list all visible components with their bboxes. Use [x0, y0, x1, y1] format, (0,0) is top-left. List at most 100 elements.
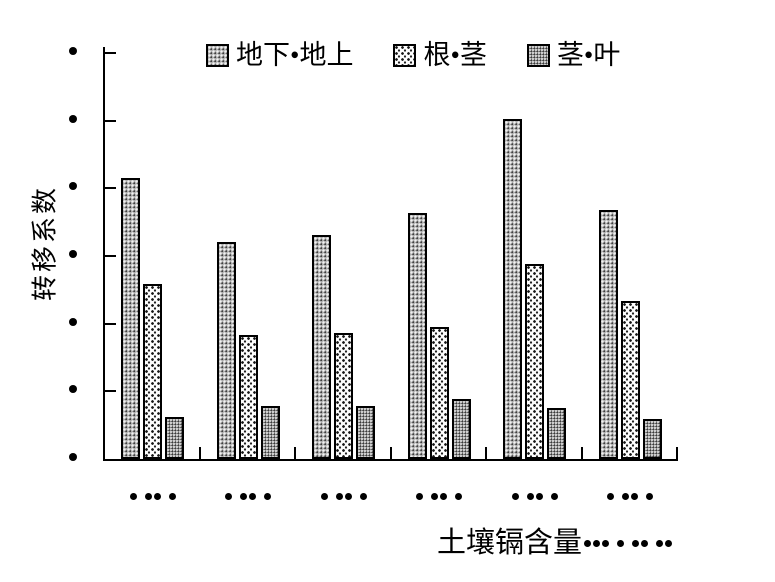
x-axis-title-dot	[602, 540, 610, 547]
y-axis-tick	[105, 52, 116, 54]
y-axis-tick-label-dot	[69, 47, 77, 55]
bar-series3-group5	[547, 408, 566, 459]
x-axis-title-text: 土壤镉含量	[437, 527, 583, 559]
y-axis-tick-label-dot	[69, 318, 77, 326]
category-label-dot	[249, 493, 256, 500]
dot-gap	[543, 496, 551, 497]
x-axis-tick	[581, 447, 583, 459]
legend-label-series2: 根•茎	[423, 40, 487, 70]
x-category-label	[208, 493, 288, 500]
dot-gap	[161, 496, 169, 497]
x-axis-title: 土壤镉含量	[437, 527, 673, 560]
category-label-dot	[145, 493, 152, 500]
dot-gap	[447, 496, 455, 497]
dot-gap	[624, 543, 632, 544]
y-axis-tick	[105, 323, 116, 325]
category-label-dot	[631, 493, 638, 500]
bar-series3-group1	[165, 417, 184, 459]
x-category-label	[304, 493, 384, 500]
dot-gap	[648, 543, 656, 544]
bar-series1-group3	[312, 235, 331, 459]
category-label-dot	[622, 493, 629, 500]
category-label-dot	[169, 493, 176, 500]
bar-series1-group6	[599, 210, 618, 459]
legend-item-series1: 地下•地上	[206, 42, 353, 69]
bar-series2-group6	[621, 301, 640, 459]
dot-gap	[609, 543, 617, 544]
x-axis-tick	[485, 447, 487, 459]
bar-series1-group1	[121, 178, 140, 459]
bar-series2-group5	[525, 264, 544, 459]
y-axis-tick-label-dot	[69, 182, 77, 190]
y-axis-tick-label-dot	[69, 385, 77, 393]
bar-series2-group2	[239, 335, 258, 459]
category-label-dot	[527, 493, 534, 500]
y-axis-tick-label-dot	[69, 250, 77, 258]
legend-swatch-white-stipple	[393, 44, 417, 67]
x-category-label	[399, 493, 479, 500]
x-category-label	[113, 493, 193, 500]
category-label-dot	[431, 493, 438, 500]
plot-area	[103, 47, 678, 461]
x-axis-title-dot	[665, 540, 673, 547]
y-axis-title: 转移系数	[30, 184, 60, 302]
bar-series3-group4	[452, 399, 471, 459]
bar-series2-group3	[334, 333, 353, 459]
category-label-dot	[336, 493, 343, 500]
category-label-dot	[264, 493, 271, 500]
x-axis-title-dot	[593, 540, 601, 547]
x-axis-tick	[294, 447, 296, 459]
x-axis-tick	[390, 447, 392, 459]
bar-series3-group6	[643, 419, 662, 459]
bar-series1-group4	[408, 213, 427, 459]
dot-gap	[638, 496, 646, 497]
x-axis-title-dot	[632, 540, 640, 547]
bar-series1-group2	[217, 242, 236, 459]
bar-series3-group2	[261, 406, 280, 459]
legend-item-series2: 根•茎	[393, 40, 487, 70]
x-axis-title-dot	[584, 540, 592, 547]
x-axis-tick	[676, 447, 678, 459]
category-label-dot	[536, 493, 543, 500]
y-axis-tick-label-dot	[69, 453, 77, 461]
category-label-dot	[551, 493, 558, 500]
y-axis-tick	[105, 187, 116, 189]
dot-gap	[328, 496, 336, 497]
y-axis-tick	[105, 120, 116, 122]
dot-gap	[614, 496, 622, 497]
legend-item-series3: 茎•叶	[526, 40, 621, 70]
x-category-label	[495, 493, 575, 500]
category-label-dot	[440, 493, 447, 500]
dot-gap	[232, 496, 240, 497]
x-axis-title-dot	[617, 540, 625, 547]
legend-swatch-dark-gray-weave	[526, 44, 550, 67]
category-label-dot	[345, 493, 352, 500]
x-axis-title-redacted-dots	[584, 540, 673, 547]
bar-series2-group4	[430, 327, 449, 459]
category-label-dot	[512, 493, 519, 500]
bar-series1-group5	[503, 119, 522, 459]
category-label-dot	[607, 493, 614, 500]
legend-label-series1: 地下•地上	[236, 40, 354, 70]
dot-gap	[256, 496, 264, 497]
x-axis-tick	[199, 447, 201, 459]
legend-swatch-gray-check	[206, 44, 229, 67]
category-label-dot	[646, 493, 653, 500]
y-axis-tick-label-dot	[69, 115, 77, 123]
legend: 地下•地上 根•茎 茎•叶	[206, 42, 620, 69]
x-category-label	[590, 493, 670, 500]
category-label-dot	[416, 493, 423, 500]
category-label-dot	[154, 493, 161, 500]
x-axis-title-dot	[656, 540, 664, 547]
category-label-dot	[240, 493, 247, 500]
y-axis-tick	[105, 255, 116, 257]
x-axis-title-dot	[641, 540, 649, 547]
y-axis-tick	[105, 390, 116, 392]
category-label-dot	[455, 493, 462, 500]
dot-gap	[137, 496, 145, 497]
bar-series3-group3	[356, 406, 375, 459]
legend-label-series3: 茎•叶	[556, 40, 621, 70]
category-label-dot	[360, 493, 367, 500]
category-label-dot	[130, 493, 137, 500]
